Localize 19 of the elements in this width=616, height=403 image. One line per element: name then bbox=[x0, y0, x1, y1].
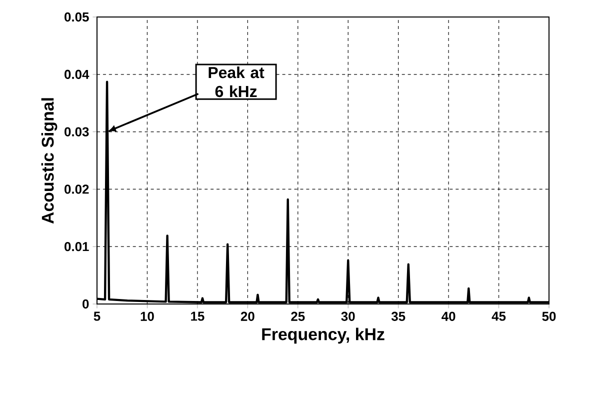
x-tick-label: 45 bbox=[492, 312, 506, 321]
y-tick-label: 0.04 bbox=[64, 70, 90, 79]
y-tick-label: 0.01 bbox=[64, 242, 89, 252]
annotation: Peak at 6 kHz bbox=[208, 66, 264, 98]
x-tick-label: 10 bbox=[140, 312, 154, 321]
x-tick-label: 15 bbox=[191, 312, 204, 321]
x-tick-label: 20 bbox=[240, 312, 254, 321]
y-tick-label: 0.02 bbox=[64, 184, 89, 194]
y-axis-title: Acoustic Signal bbox=[41, 98, 58, 224]
x-tick-label: 35 bbox=[391, 312, 406, 321]
x-tick-label: 25 bbox=[291, 312, 305, 321]
x-tick-label: 40 bbox=[442, 312, 456, 321]
x-tick-label: 5 bbox=[94, 312, 100, 321]
x-tick-label: 50 bbox=[542, 312, 556, 321]
y-tick-label: 0.03 bbox=[64, 127, 89, 136]
x-axis-title: Frequency, kHz bbox=[262, 328, 384, 344]
y-tick-label: 0.05 bbox=[64, 12, 89, 22]
x-tick-label: 30 bbox=[341, 312, 355, 321]
y-tick-label: 0 bbox=[82, 299, 89, 309]
